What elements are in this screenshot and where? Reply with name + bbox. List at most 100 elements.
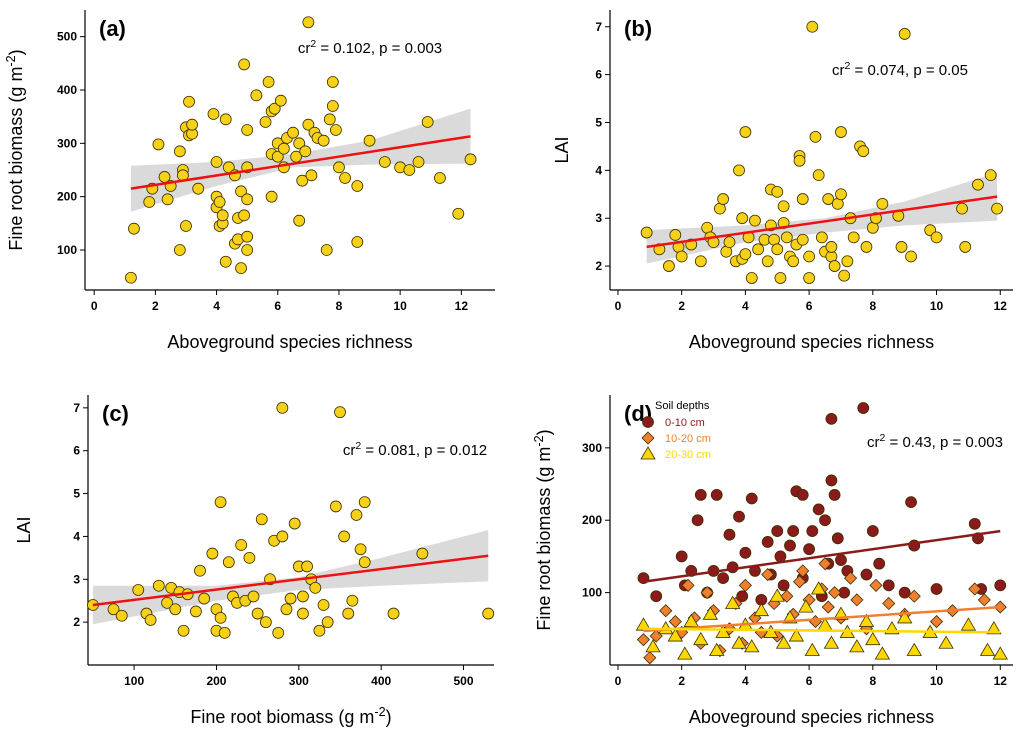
point [726,561,739,574]
point [216,209,229,222]
point [342,607,355,620]
point [771,243,784,256]
point [907,589,921,603]
fit-line [130,135,471,190]
y-tick-label: 300 [57,136,77,150]
point [808,615,823,629]
point [358,556,371,569]
x-tick-label: 2 [678,299,685,313]
point [959,241,972,253]
x-axis-title-part: ) [386,707,392,727]
annotation-part: 2 [310,38,316,50]
point [860,568,873,581]
point [640,226,653,239]
annotation-part: = 0.074, p = 0.05 [850,62,968,79]
point [214,496,227,509]
point [161,193,174,206]
point [738,578,752,592]
panel-label: (c) [102,401,129,426]
point [243,551,256,564]
x-axis-title-part: -2 [374,705,385,719]
point [835,188,847,201]
panel-label: (a) [99,16,126,41]
point [378,156,391,168]
point [326,76,339,88]
point [810,581,827,595]
point [271,150,284,163]
point [739,126,752,138]
point [189,605,202,618]
point [745,272,758,284]
point [207,108,220,120]
x-tick-label: 8 [869,299,876,313]
point [276,530,289,543]
point [761,567,775,582]
point [723,236,736,249]
point [761,536,774,548]
annotation-part: cr [343,442,356,459]
fit-line [643,605,1001,633]
point [206,547,219,560]
point [724,595,741,609]
y-tick-label: 7 [73,401,80,415]
point [771,525,784,537]
point [905,250,917,263]
legend-label: 20-30 cm [665,449,711,461]
x-tick-label: 10 [930,674,944,688]
point [124,271,137,284]
point [255,513,268,526]
point [960,617,977,631]
point [780,589,794,603]
point [991,202,1003,215]
y-axis-title: Fine root biomass (g m-2) [532,429,554,630]
annotation-part: cr [832,62,845,79]
point [835,554,847,566]
point [828,488,841,501]
point [235,539,248,551]
x-tick-label: 10 [393,299,407,313]
point [796,233,809,246]
point [777,200,790,213]
point [865,631,881,646]
point [274,94,287,107]
point [769,588,785,602]
point [675,550,688,563]
point [812,503,825,516]
point [828,260,841,272]
y-tick-label: 6 [73,444,80,458]
y-axis-title: Fine root biomass (g m-2) [4,49,26,250]
point [803,272,816,284]
point [262,76,275,88]
legend-marker [641,431,655,445]
fit-line [92,554,489,607]
point [818,557,832,571]
y-axis-title-part: ) [534,429,554,435]
point [731,635,747,649]
point [835,126,847,138]
point [774,272,787,284]
panel-label: (b) [624,16,652,41]
point [968,582,982,596]
point [860,241,873,253]
point [259,116,272,128]
y-tick-label: 2 [595,259,602,273]
point [796,488,809,501]
x-tick-label: 100 [124,674,144,688]
point [710,488,723,501]
y-tick-label: 2 [73,615,80,629]
point [235,262,247,275]
point [186,118,198,131]
x-tick-label: 0 [615,299,622,313]
point [736,212,749,225]
y-tick-label: 200 [57,190,77,204]
point [694,488,707,501]
x-tick-label: 0 [91,299,98,313]
point [771,185,784,198]
x-tick-label: 6 [806,299,813,313]
legend-label: 10-20 cm [665,433,711,445]
point [677,646,693,660]
annotation-part: cr [298,40,311,57]
point [675,250,688,263]
point [831,532,844,545]
